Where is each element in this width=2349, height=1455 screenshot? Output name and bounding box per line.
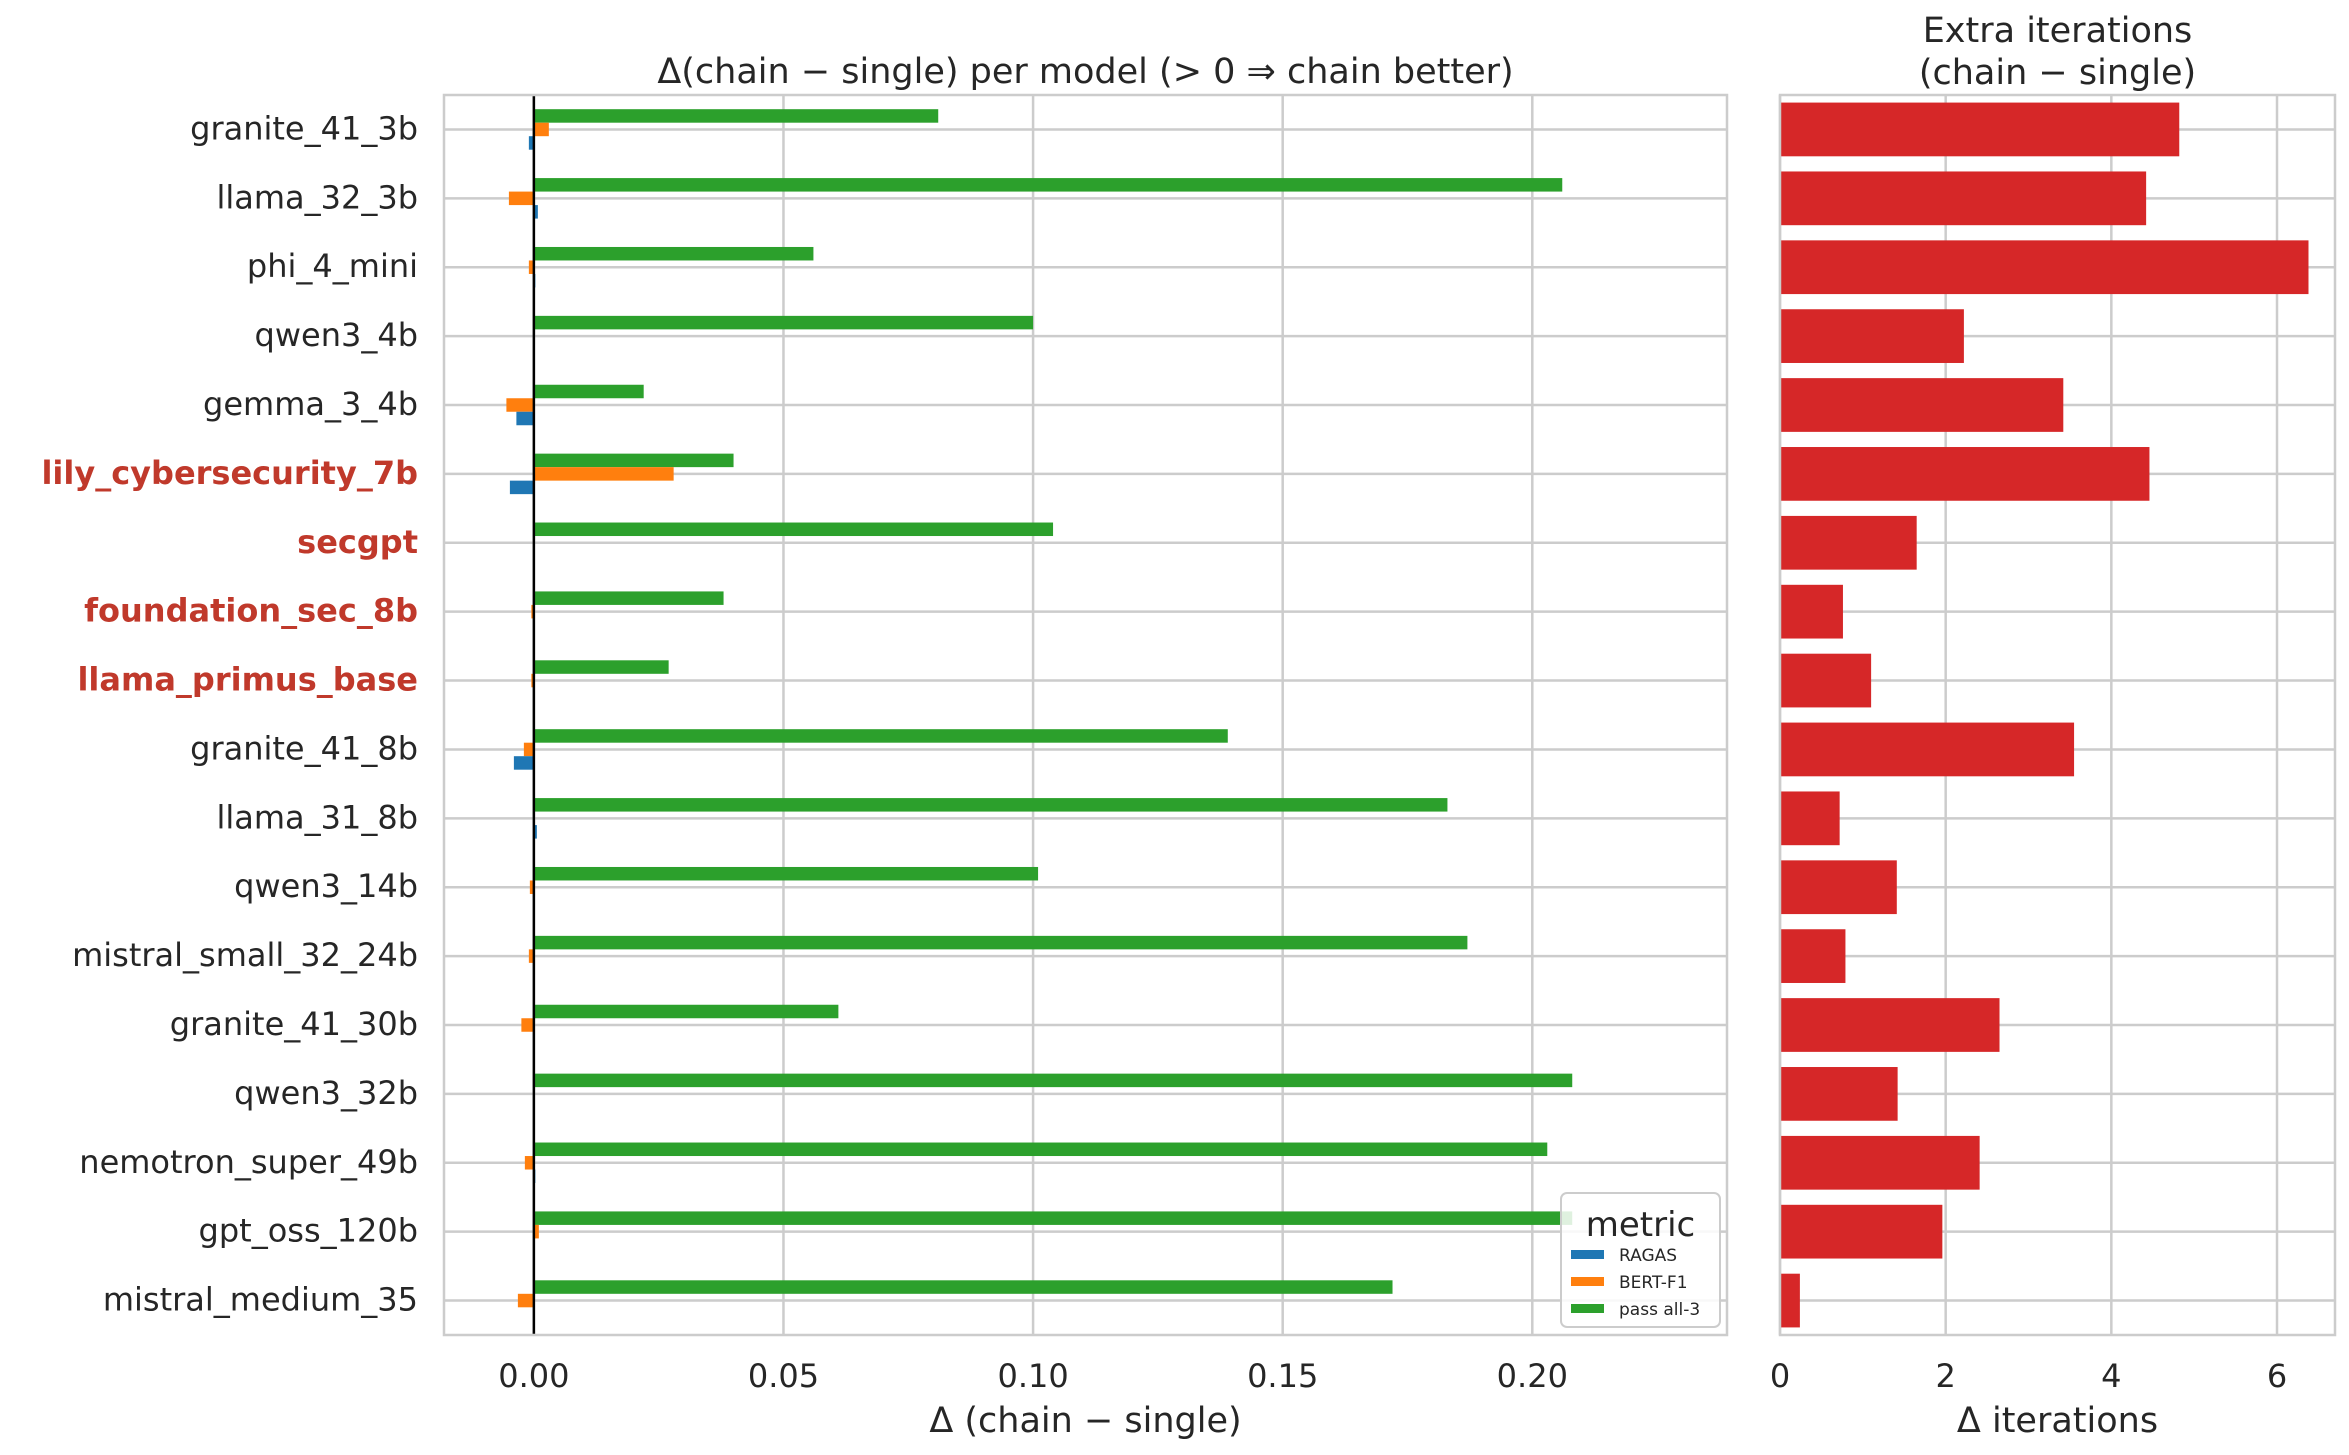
bar-ragas-lily_cybersecurity_7b — [509, 480, 534, 495]
bar-pass-all-3-qwen3_14b — [533, 866, 1039, 881]
bar-ragas-llama_31_8b — [533, 825, 537, 839]
bar-bert-f1-granite_41_30b — [521, 1018, 534, 1032]
bar-pass-all-3-qwen3_4b — [533, 315, 1034, 330]
bar-pass-all-3-gemma_3_4b — [533, 384, 644, 399]
bar-pass-all-3-granite_41_8b — [533, 729, 1228, 743]
left-x-axis-label: Δ (chain − single) — [929, 1401, 1241, 1441]
y-tick-label-qwen3_32b: qwen3_32b — [234, 1074, 418, 1112]
right-x-tick-label: 6 — [2267, 1357, 2287, 1395]
left-x-tick-label: 0.15 — [1247, 1357, 1318, 1395]
bar-bert-f1-mistral_medium_35 — [517, 1293, 534, 1308]
legend-swatch-ragas — [1571, 1250, 1604, 1259]
iteration-bar-granite_41_3b — [1780, 102, 2180, 157]
y-tick-label-secgpt: secgpt — [297, 523, 418, 561]
y-tick-label-nemotron_super_49b: nemotron_super_49b — [79, 1143, 418, 1181]
y-tick-label-llama_primus_base: llama_primus_base — [77, 661, 418, 699]
bar-pass-all-3-foundation_sec_8b — [533, 591, 724, 605]
y-tick-label-mistral_small_32_24b: mistral_small_32_24b — [72, 936, 418, 974]
y-tick-label-qwen3_14b: qwen3_14b — [234, 867, 418, 905]
right-axes-frame — [1778, 93, 2337, 1337]
left-x-tick-label: 0.05 — [748, 1357, 819, 1395]
bar-ragas-granite_41_8b — [513, 756, 534, 770]
legend-swatch-bert-f1 — [1571, 1277, 1604, 1286]
iteration-bar-phi_4_mini — [1780, 240, 2309, 295]
iteration-bar-gpt_oss_120b — [1780, 1204, 1943, 1259]
iteration-bar-mistral_small_32_24b — [1780, 929, 1846, 983]
y-tick-label-phi_4_mini: phi_4_mini — [247, 247, 418, 285]
bar-pass-all-3-gpt_oss_120b — [533, 1211, 1573, 1225]
legend-swatch-pass-all-3 — [1571, 1304, 1604, 1313]
iteration-bar-foundation_sec_8b — [1780, 584, 1843, 639]
bar-pass-all-3-granite_41_3b — [533, 109, 939, 123]
iteration-bar-qwen3_32b — [1780, 1067, 1898, 1121]
legend-label-ragas: RAGAS — [1619, 1246, 1677, 1266]
right-x-tick-label: 2 — [1935, 1357, 1955, 1395]
bar-bert-f1-gpt_oss_120b — [533, 1224, 539, 1239]
right-chart-title-line-1: Extra iterations — [1923, 11, 2193, 51]
bar-bert-f1-lily_cybersecurity_7b — [533, 467, 674, 481]
iteration-bar-qwen3_14b — [1780, 860, 1897, 915]
right-x-tick-label: 0 — [1770, 1357, 1790, 1395]
bar-pass-all-3-llama_primus_base — [533, 660, 669, 674]
legend-label-bert-f1: BERT-F1 — [1619, 1273, 1688, 1293]
bar-bert-f1-llama_32_3b — [508, 191, 534, 206]
bar-pass-all-3-secgpt — [533, 522, 1054, 537]
bar-pass-all-3-nemotron_super_49b — [533, 1142, 1548, 1157]
y-tick-label-granite_41_8b: granite_41_8b — [190, 729, 418, 767]
left-x-tick-label: 0.20 — [1497, 1357, 1568, 1395]
bar-pass-all-3-mistral_small_32_24b — [533, 935, 1468, 950]
bar-bert-f1-qwen3_14b — [529, 880, 534, 894]
bar-bert-f1-granite_41_8b — [523, 742, 534, 757]
bar-pass-all-3-llama_32_3b — [533, 178, 1563, 192]
y-tick-label-foundation_sec_8b: foundation_sec_8b — [84, 592, 418, 630]
y-tick-label-llama_31_8b: llama_31_8b — [216, 798, 418, 836]
bar-pass-all-3-phi_4_mini — [533, 246, 814, 261]
bar-pass-all-3-granite_41_30b — [533, 1004, 839, 1019]
iteration-bar-mistral_medium_35 — [1780, 1273, 1800, 1328]
y-tick-label-granite_41_3b: granite_41_3b — [190, 109, 418, 147]
left-x-tick-label: 0.00 — [498, 1357, 569, 1395]
y-tick-label-gpt_oss_120b: gpt_oss_120b — [199, 1212, 418, 1250]
legend-title: metric — [1586, 1205, 1696, 1245]
y-tick-label-mistral_medium_35: mistral_medium_35 — [103, 1281, 418, 1319]
y-tick-label-granite_41_30b: granite_41_30b — [170, 1005, 418, 1043]
y-tick-label-llama_32_3b: llama_32_3b — [216, 178, 418, 216]
bar-pass-all-3-mistral_medium_35 — [533, 1280, 1393, 1294]
bar-bert-f1-mistral_small_32_24b — [528, 949, 534, 963]
y-tick-label-gemma_3_4b: gemma_3_4b — [203, 385, 418, 423]
bar-bert-f1-gemma_3_4b — [506, 398, 534, 412]
iteration-bar-granite_41_8b — [1780, 722, 2075, 777]
iteration-bar-gemma_3_4b — [1780, 378, 2064, 432]
bar-bert-f1-granite_41_3b — [533, 122, 549, 137]
iteration-bar-qwen3_4b — [1780, 309, 1964, 363]
left-axes-frame — [442, 93, 1729, 1337]
bar-bert-f1-phi_4_mini — [528, 260, 534, 274]
bar-pass-all-3-llama_31_8b — [533, 798, 1448, 812]
bar-ragas-granite_41_3b — [528, 136, 534, 150]
bar-ragas-gemma_3_4b — [516, 411, 534, 426]
right-x-tick-label: 4 — [2101, 1357, 2121, 1395]
y-tick-label-qwen3_4b: qwen3_4b — [255, 316, 418, 354]
y-tick-label-lily_cybersecurity_7b: lily_cybersecurity_7b — [41, 454, 418, 492]
iteration-bar-llama_31_8b — [1780, 791, 1840, 846]
left-x-tick-label: 0.10 — [997, 1357, 1068, 1395]
right-chart-title-line-2: (chain − single) — [1919, 53, 2196, 93]
bar-ragas-llama_32_3b — [533, 205, 538, 219]
legend-box — [1560, 1192, 1721, 1328]
iteration-bar-llama_primus_base — [1780, 653, 1872, 708]
bar-pass-all-3-qwen3_32b — [533, 1073, 1573, 1088]
bar-bert-f1-nemotron_super_49b — [524, 1156, 534, 1170]
bar-pass-all-3-lily_cybersecurity_7b — [533, 453, 734, 468]
left-chart-title: Δ(chain − single) per model (> 0 ⇒ chain… — [657, 52, 1513, 92]
legend-label-pass-all-3: pass all-3 — [1619, 1300, 1700, 1320]
iteration-bar-llama_32_3b — [1780, 171, 2147, 226]
right-x-axis-label: Δ iterations — [1957, 1401, 2158, 1441]
iteration-bar-granite_41_30b — [1780, 998, 2000, 1052]
iteration-bar-nemotron_super_49b — [1780, 1135, 1980, 1190]
iteration-bar-lily_cybersecurity_7b — [1780, 447, 2150, 501]
iteration-bar-secgpt — [1780, 515, 1917, 570]
